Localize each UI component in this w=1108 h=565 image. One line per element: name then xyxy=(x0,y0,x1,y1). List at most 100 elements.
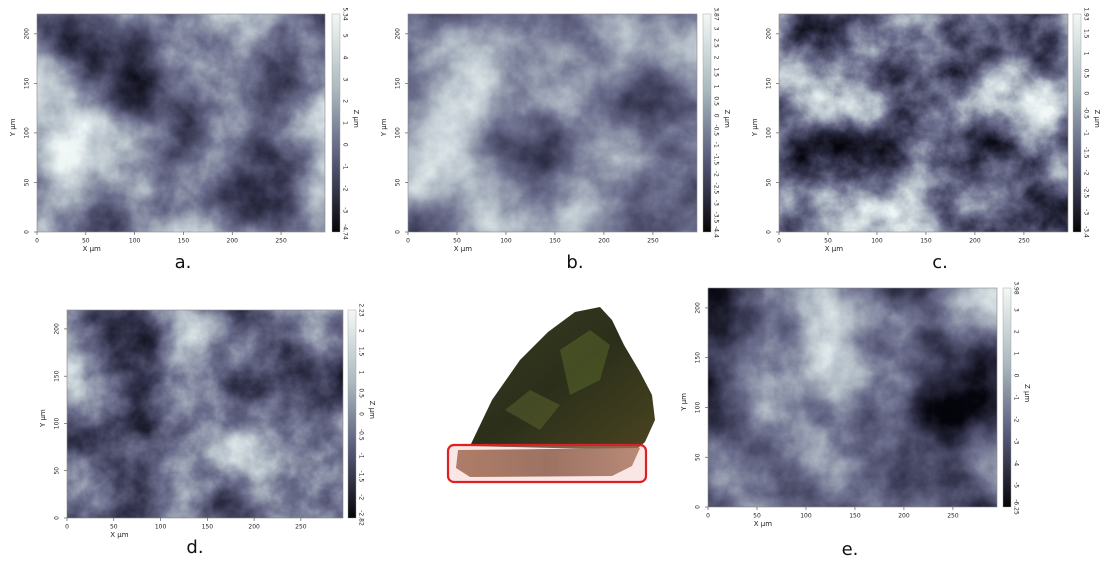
y-tick-label: 50 xyxy=(695,453,702,461)
x-tick-label: 250 xyxy=(295,524,307,531)
x-tick-label: 200 xyxy=(898,513,910,520)
colorbar xyxy=(331,13,341,233)
z-tick-label: 3 xyxy=(713,27,720,31)
z-tick-label: -4.74 xyxy=(342,224,349,240)
surface-map xyxy=(779,14,1068,232)
z-tick-label: -1.5 xyxy=(1083,147,1090,159)
colorbar xyxy=(702,13,712,233)
x-axis-label: X µm xyxy=(754,520,772,528)
z-tick-label: -0.5 xyxy=(1083,107,1090,119)
z-tick-label: 3.87 xyxy=(713,7,720,21)
z-tick-label: 2 xyxy=(342,99,349,103)
z-axis-label: Z µm xyxy=(723,109,731,127)
z-tick-label: -3 xyxy=(1083,209,1090,215)
y-tick-label: 0 xyxy=(24,230,31,234)
z-tick-label: -2.82 xyxy=(358,510,365,526)
y-tick-label: 200 xyxy=(695,302,702,314)
y-tick-label: 150 xyxy=(766,77,773,89)
z-tick-label: 2 xyxy=(1013,330,1020,334)
x-tick-label: 0 xyxy=(35,238,39,245)
afm-panel: 0 50 100 150 200 250 X µm 0 50 100 150 200 Y µm 1.93 1… xyxy=(751,7,1101,273)
y-tick-label: 0 xyxy=(766,230,773,234)
y-tick-label: 150 xyxy=(695,352,702,364)
z-tick-label: 0 xyxy=(1083,91,1090,95)
y-tick-label: 0 xyxy=(54,516,61,520)
x-tick-label: 100 xyxy=(800,513,812,520)
y-tick-label: 50 xyxy=(24,178,31,186)
colorbar xyxy=(347,309,357,519)
z-tick-label: -1.5 xyxy=(713,153,720,165)
plot-frame xyxy=(36,13,326,233)
plot-frame xyxy=(407,13,698,233)
z-tick-label: -2 xyxy=(1013,416,1020,422)
surface-map xyxy=(67,310,343,518)
x-tick-label: 50 xyxy=(824,238,832,245)
z-tick-label: -0.5 xyxy=(358,429,365,441)
z-tick-label: -1 xyxy=(1083,130,1090,136)
z-tick-label: 1 xyxy=(713,85,720,89)
y-tick-label: 200 xyxy=(24,28,31,40)
x-tick-label: 50 xyxy=(110,524,118,531)
y-tick-label: 100 xyxy=(395,127,402,139)
z-tick-label: -6.25 xyxy=(1013,499,1020,515)
z-tick-label: -4.4 xyxy=(713,226,720,238)
panel-label: b. xyxy=(566,252,583,273)
z-tick-label: 0 xyxy=(342,143,349,147)
z-tick-label: -3 xyxy=(713,200,720,206)
x-tick-label: 0 xyxy=(406,238,410,245)
x-tick-label: 150 xyxy=(202,524,214,531)
z-tick-label: -4 xyxy=(1013,460,1020,466)
y-tick-label: 0 xyxy=(695,505,702,509)
y-tick-label: 100 xyxy=(24,127,31,139)
afm-panel: 0 50 100 150 200 250 X µm 0 50 100 150 200 Y µm 2.23 2… xyxy=(39,303,376,558)
panel-label: d. xyxy=(186,537,203,558)
z-tick-label: 3.98 xyxy=(1013,281,1020,295)
z-tick-label: -3.4 xyxy=(1083,226,1090,238)
surface-map xyxy=(37,14,325,232)
x-tick-label: 100 xyxy=(155,524,167,531)
y-axis-label: Y µm xyxy=(680,393,688,412)
x-tick-label: 200 xyxy=(969,238,981,245)
x-axis-label: X µm xyxy=(83,245,101,253)
z-tick-label: -2.5 xyxy=(1083,187,1090,199)
y-axis-label: Y µm xyxy=(380,118,388,137)
z-tick-label: 1.5 xyxy=(1083,29,1090,39)
x-tick-label: 150 xyxy=(178,238,190,245)
y-tick-label: 100 xyxy=(766,127,773,139)
z-axis-label: Z µm xyxy=(1093,109,1101,127)
x-tick-label: 200 xyxy=(598,238,610,245)
z-tick-label: 0 xyxy=(1013,374,1020,378)
colorbar xyxy=(1002,287,1012,508)
y-tick-label: 200 xyxy=(766,28,773,40)
z-tick-label: -2 xyxy=(358,494,365,500)
z-tick-label: 5.34 xyxy=(342,7,349,21)
x-tick-label: 0 xyxy=(65,524,69,531)
z-tick-label: 1.5 xyxy=(713,67,720,77)
y-tick-label: 100 xyxy=(695,402,702,414)
x-tick-label: 250 xyxy=(275,238,287,245)
surface-map xyxy=(708,288,997,507)
z-tick-label: 2.23 xyxy=(358,303,365,317)
z-tick-label: 3 xyxy=(342,77,349,81)
y-tick-label: 50 xyxy=(395,178,402,186)
y-axis-label: Y µm xyxy=(39,409,47,428)
plot-frame xyxy=(778,13,1069,233)
x-tick-label: 0 xyxy=(706,513,710,520)
y-axis-label: Y µm xyxy=(751,118,759,137)
z-tick-label: -3 xyxy=(342,207,349,213)
z-tick-label: 0 xyxy=(713,114,720,118)
y-tick-label: 200 xyxy=(395,28,402,40)
x-tick-label: 100 xyxy=(871,238,883,245)
z-tick-label: -5 xyxy=(1013,482,1020,488)
z-tick-label: -0.5 xyxy=(713,124,720,136)
x-axis-label: X µm xyxy=(825,245,843,253)
x-tick-label: 50 xyxy=(82,238,90,245)
y-axis-label: Y µm xyxy=(9,118,17,137)
z-axis-label: Z µm xyxy=(1023,384,1031,402)
z-tick-label: -1 xyxy=(342,164,349,170)
z-tick-label: 0.5 xyxy=(713,96,720,106)
z-tick-label: 1.93 xyxy=(1083,7,1090,21)
plot-frame xyxy=(66,309,344,519)
z-tick-label: -2.5 xyxy=(713,183,720,195)
y-tick-label: 0 xyxy=(395,230,402,234)
